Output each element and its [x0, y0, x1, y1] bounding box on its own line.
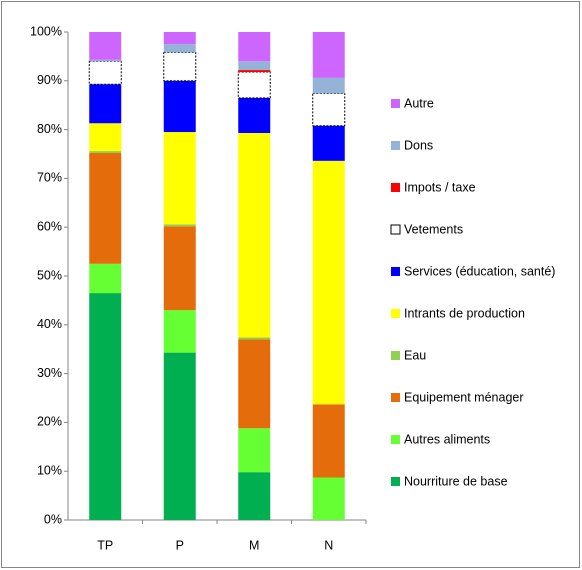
legend-swatch — [391, 141, 400, 150]
y-tick-label: 90% — [37, 73, 62, 87]
y-tick-label: 20% — [37, 415, 62, 429]
bar-segment — [163, 51, 197, 82]
x-tick-label: P — [176, 538, 184, 552]
bar-segment — [163, 44, 196, 53]
bar-segment — [163, 132, 196, 225]
legend-swatch — [390, 224, 401, 235]
bar-segment — [312, 92, 346, 127]
legend-label: Eau — [404, 348, 426, 362]
bar-segment — [312, 477, 345, 520]
y-tick-label: 60% — [37, 219, 62, 233]
legend-label: Autres aliments — [404, 432, 490, 446]
bar-segment — [238, 70, 271, 73]
bar-segment — [89, 151, 122, 154]
bar-segment — [163, 80, 196, 133]
legend-swatch — [391, 99, 400, 108]
bar-segment — [89, 263, 122, 294]
bar-segment — [89, 59, 122, 62]
legend-label: Equipement ménager — [404, 390, 524, 404]
y-tick-label: 80% — [37, 122, 62, 136]
x-tick-label: TP — [97, 538, 113, 552]
y-tick-label: 10% — [37, 463, 62, 477]
bar-segment — [238, 97, 271, 134]
y-tick-label: 0% — [44, 512, 62, 526]
y-tick-label: 30% — [37, 366, 62, 380]
bar-segment — [88, 60, 122, 85]
legend-label: Autre — [404, 96, 434, 110]
bar-segment — [89, 32, 122, 60]
bar-segment — [163, 226, 196, 311]
bar-segment — [237, 71, 271, 99]
legend-swatch — [391, 309, 400, 318]
bar-segment — [163, 32, 196, 45]
legend-swatch — [391, 267, 400, 276]
legend-label: Impots / taxe — [404, 180, 476, 194]
bar-segment — [312, 32, 345, 78]
y-tick-label: 40% — [37, 317, 62, 331]
bar-segment — [163, 224, 196, 227]
legend-label: Dons — [404, 138, 433, 152]
y-tick-label: 100% — [30, 24, 62, 38]
y-tick-label: 50% — [37, 268, 62, 282]
legend-label: Services (éducation, santé) — [404, 264, 555, 278]
legend-swatch — [391, 477, 400, 486]
bar-segment — [238, 337, 271, 340]
x-tick-label: N — [324, 538, 333, 552]
legend-label: Vetements — [404, 222, 463, 236]
legend-label: Intrants de production — [404, 306, 525, 320]
bar-segment — [89, 293, 122, 520]
bar-segment — [312, 125, 345, 161]
legend-swatch — [391, 351, 400, 360]
bar-segment — [163, 310, 196, 353]
bar-segment — [238, 61, 271, 71]
legend-swatch — [391, 435, 400, 444]
bar-segment — [89, 153, 122, 264]
bar-segment — [238, 472, 271, 520]
bar-segment — [89, 123, 122, 152]
bar-segment — [312, 77, 345, 94]
bar-segment — [238, 339, 271, 429]
bar-segment — [238, 32, 271, 62]
legend-swatch — [391, 183, 400, 192]
bar-segment — [163, 352, 196, 520]
bar-segment — [238, 133, 271, 338]
y-tick-label: 70% — [37, 171, 62, 185]
legend-swatch — [391, 393, 400, 402]
bar-segment — [238, 428, 271, 473]
legend-label: Nourriture de base — [404, 474, 508, 488]
bar-segment — [312, 404, 345, 478]
bar-segment — [312, 160, 345, 405]
x-tick-label: M — [249, 538, 259, 552]
bar-segment — [89, 84, 122, 124]
